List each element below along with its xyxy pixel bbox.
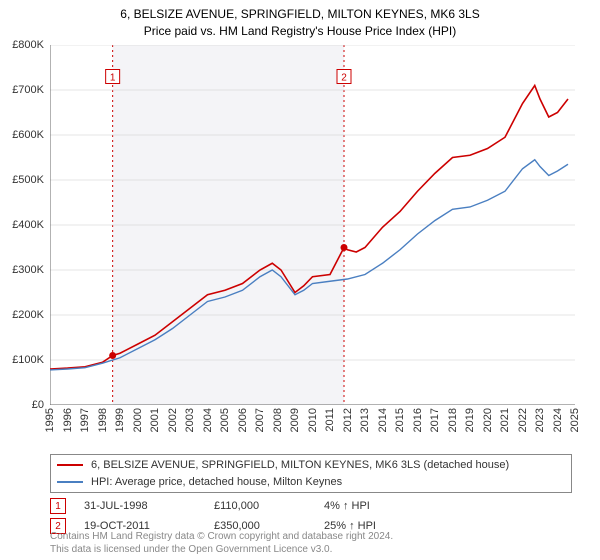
x-tick-label: 2023	[534, 408, 546, 432]
marker-row: 1 31-JUL-1998£110,0004% ↑ HPI	[50, 498, 558, 514]
x-tick-label: 1998	[97, 408, 109, 432]
x-tick-label: 2009	[289, 408, 301, 432]
x-axis-labels: 1995199619971998199920002001200220032004…	[50, 408, 575, 448]
y-tick-label: £800K	[12, 39, 44, 51]
x-tick-label: 2018	[447, 408, 459, 432]
legend-swatch	[57, 481, 83, 483]
legend-row: HPI: Average price, detached house, Milt…	[57, 474, 565, 491]
x-tick-label: 2020	[482, 408, 494, 432]
sale-markers-table: 131-JUL-1998£110,0004% ↑ HPI219-OCT-2011…	[50, 494, 558, 534]
x-tick-label: 2000	[132, 408, 144, 432]
x-tick-label: 2017	[429, 408, 441, 432]
x-tick-label: 1995	[44, 408, 56, 432]
y-tick-label: £400K	[12, 219, 44, 231]
x-tick-label: 2016	[412, 408, 424, 432]
marker-badge: 1	[50, 498, 66, 514]
x-tick-label: 2019	[464, 408, 476, 432]
x-tick-label: 2014	[377, 408, 389, 432]
x-tick-label: 2002	[167, 408, 179, 432]
x-tick-label: 2006	[237, 408, 249, 432]
x-tick-label: 2022	[517, 408, 529, 432]
y-tick-label: £100K	[12, 354, 44, 366]
x-tick-label: 2013	[359, 408, 371, 432]
y-axis-labels: £0£100K£200K£300K£400K£500K£600K£700K£80…	[0, 45, 48, 405]
marker-pct: 4% ↑ HPI	[324, 500, 434, 512]
x-tick-label: 1999	[114, 408, 126, 432]
x-tick-label: 2007	[254, 408, 266, 432]
y-tick-label: £0	[32, 399, 44, 411]
y-tick-label: £500K	[12, 174, 44, 186]
title-line-1: 6, BELSIZE AVENUE, SPRINGFIELD, MILTON K…	[0, 6, 600, 23]
legend-swatch	[57, 464, 83, 466]
plot-area: 12	[50, 45, 575, 405]
x-tick-label: 2024	[552, 408, 564, 432]
footer-line-2: This data is licensed under the Open Gov…	[50, 543, 393, 556]
y-tick-label: £700K	[12, 84, 44, 96]
footer-line-1: Contains HM Land Registry data © Crown c…	[50, 530, 393, 543]
plot-svg: 12	[50, 45, 575, 405]
legend-label: 6, BELSIZE AVENUE, SPRINGFIELD, MILTON K…	[91, 457, 509, 474]
x-tick-label: 2001	[149, 408, 161, 432]
svg-text:2: 2	[341, 73, 347, 84]
x-tick-label: 2005	[219, 408, 231, 432]
title-line-2: Price paid vs. HM Land Registry's House …	[0, 23, 600, 40]
x-tick-label: 2011	[324, 408, 336, 432]
legend-label: HPI: Average price, detached house, Milt…	[91, 474, 342, 491]
x-tick-label: 2025	[569, 408, 581, 432]
footer-attribution: Contains HM Land Registry data © Crown c…	[50, 530, 393, 556]
legend-row: 6, BELSIZE AVENUE, SPRINGFIELD, MILTON K…	[57, 457, 565, 474]
x-tick-label: 2015	[394, 408, 406, 432]
y-tick-label: £300K	[12, 264, 44, 276]
x-tick-label: 2012	[342, 408, 354, 432]
y-tick-label: £600K	[12, 129, 44, 141]
x-tick-label: 1996	[62, 408, 74, 432]
legend-box: 6, BELSIZE AVENUE, SPRINGFIELD, MILTON K…	[50, 454, 572, 493]
x-tick-label: 2004	[202, 408, 214, 432]
chart-container: 6, BELSIZE AVENUE, SPRINGFIELD, MILTON K…	[0, 0, 600, 560]
marker-date: 31-JUL-1998	[84, 500, 214, 512]
x-tick-label: 2008	[272, 408, 284, 432]
svg-text:1: 1	[110, 73, 116, 84]
y-tick-label: £200K	[12, 309, 44, 321]
marker-price: £110,000	[214, 500, 324, 512]
x-tick-label: 2021	[499, 408, 511, 432]
x-tick-label: 2010	[307, 408, 319, 432]
title-block: 6, BELSIZE AVENUE, SPRINGFIELD, MILTON K…	[0, 0, 600, 40]
x-tick-label: 1997	[79, 408, 91, 432]
x-tick-label: 2003	[184, 408, 196, 432]
